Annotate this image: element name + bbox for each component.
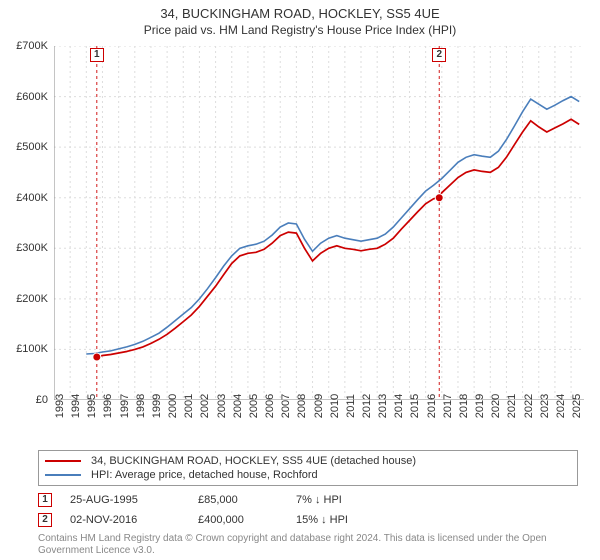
x-tick-label: 2003 xyxy=(216,394,228,418)
legend-row: HPI: Average price, detached house, Roch… xyxy=(45,468,571,482)
y-axis: £0£100K£200K£300K£400K£500K£600K£700K xyxy=(0,46,54,400)
x-tick-label: 2024 xyxy=(555,394,567,418)
legend: 34, BUCKINGHAM ROAD, HOCKLEY, SS5 4UE (d… xyxy=(38,450,578,486)
x-tick-label: 2019 xyxy=(474,394,486,418)
y-tick-label: £600K xyxy=(16,91,48,103)
sale-row-marker: 1 xyxy=(38,493,52,507)
chart-title: 34, BUCKINGHAM ROAD, HOCKLEY, SS5 4UE xyxy=(0,0,600,21)
sale-row: 1 25-AUG-1995 £85,000 7% ↓ HPI xyxy=(38,490,578,510)
sale-marker-box: 1 xyxy=(90,48,104,62)
x-tick-label: 2017 xyxy=(442,394,454,418)
x-tick-label: 2015 xyxy=(409,394,421,418)
sale-row-marker: 2 xyxy=(38,513,52,527)
legend-row: 34, BUCKINGHAM ROAD, HOCKLEY, SS5 4UE (d… xyxy=(45,454,571,468)
x-tick-label: 2001 xyxy=(183,394,195,418)
sale-price: £400,000 xyxy=(198,514,278,526)
x-tick-label: 1997 xyxy=(119,394,131,418)
x-tick-label: 2025 xyxy=(571,394,583,418)
y-tick-label: £100K xyxy=(16,343,48,355)
x-tick-label: 2023 xyxy=(539,394,551,418)
x-tick-label: 2006 xyxy=(264,394,276,418)
sale-row: 2 02-NOV-2016 £400,000 15% ↓ HPI xyxy=(38,510,578,530)
x-tick-label: 1994 xyxy=(70,394,82,418)
attribution-text: Contains HM Land Registry data © Crown c… xyxy=(38,533,578,557)
sales-table: 1 25-AUG-1995 £85,000 7% ↓ HPI 2 02-NOV-2016 £… xyxy=(38,490,578,530)
y-tick-label: £200K xyxy=(16,293,48,305)
y-tick-label: £500K xyxy=(16,141,48,153)
x-tick-label: 2009 xyxy=(313,394,325,418)
chart-container: { "title": "34, BUCKINGHAM ROAD, HOCKLEY… xyxy=(0,0,600,560)
x-tick-label: 1993 xyxy=(54,394,66,418)
x-axis: 1993199419951996199719981999200020012002… xyxy=(54,400,584,450)
sale-marker-box: 2 xyxy=(432,48,446,62)
x-tick-label: 1995 xyxy=(86,394,98,418)
y-tick-label: £400K xyxy=(16,192,48,204)
y-tick-label: £300K xyxy=(16,242,48,254)
y-tick-label: £0 xyxy=(36,394,48,406)
x-tick-label: 2011 xyxy=(345,394,357,418)
legend-label: HPI: Average price, detached house, Roch… xyxy=(91,469,318,481)
x-tick-label: 2000 xyxy=(167,394,179,418)
x-tick-label: 2008 xyxy=(296,394,308,418)
x-tick-label: 2010 xyxy=(329,394,341,418)
x-tick-label: 2014 xyxy=(393,394,405,418)
x-tick-label: 2002 xyxy=(199,394,211,418)
y-tick-label: £700K xyxy=(16,40,48,52)
x-tick-label: 1996 xyxy=(102,394,114,418)
x-tick-label: 1999 xyxy=(151,394,163,418)
x-tick-label: 1998 xyxy=(135,394,147,418)
legend-label: 34, BUCKINGHAM ROAD, HOCKLEY, SS5 4UE (d… xyxy=(91,455,416,467)
sale-price: £85,000 xyxy=(198,494,278,506)
x-tick-label: 2022 xyxy=(523,394,535,418)
legend-swatch xyxy=(45,474,81,476)
x-tick-label: 2012 xyxy=(361,394,373,418)
x-tick-label: 2020 xyxy=(490,394,502,418)
chart-subtitle: Price paid vs. HM Land Registry's House … xyxy=(0,21,600,39)
x-tick-label: 2004 xyxy=(232,394,244,418)
x-tick-label: 2018 xyxy=(458,394,470,418)
sale-date: 25-AUG-1995 xyxy=(70,494,180,506)
sale-pct: 15% ↓ HPI xyxy=(296,514,396,526)
legend-swatch xyxy=(45,460,81,462)
x-tick-label: 2007 xyxy=(280,394,292,418)
plot-area: 12 xyxy=(54,46,584,400)
x-tick-label: 2013 xyxy=(377,394,389,418)
sale-pct: 7% ↓ HPI xyxy=(296,494,396,506)
chart-svg xyxy=(54,46,584,400)
x-tick-label: 2021 xyxy=(506,394,518,418)
x-tick-label: 2016 xyxy=(426,394,438,418)
x-tick-label: 2005 xyxy=(248,394,260,418)
sale-date: 02-NOV-2016 xyxy=(70,514,180,526)
